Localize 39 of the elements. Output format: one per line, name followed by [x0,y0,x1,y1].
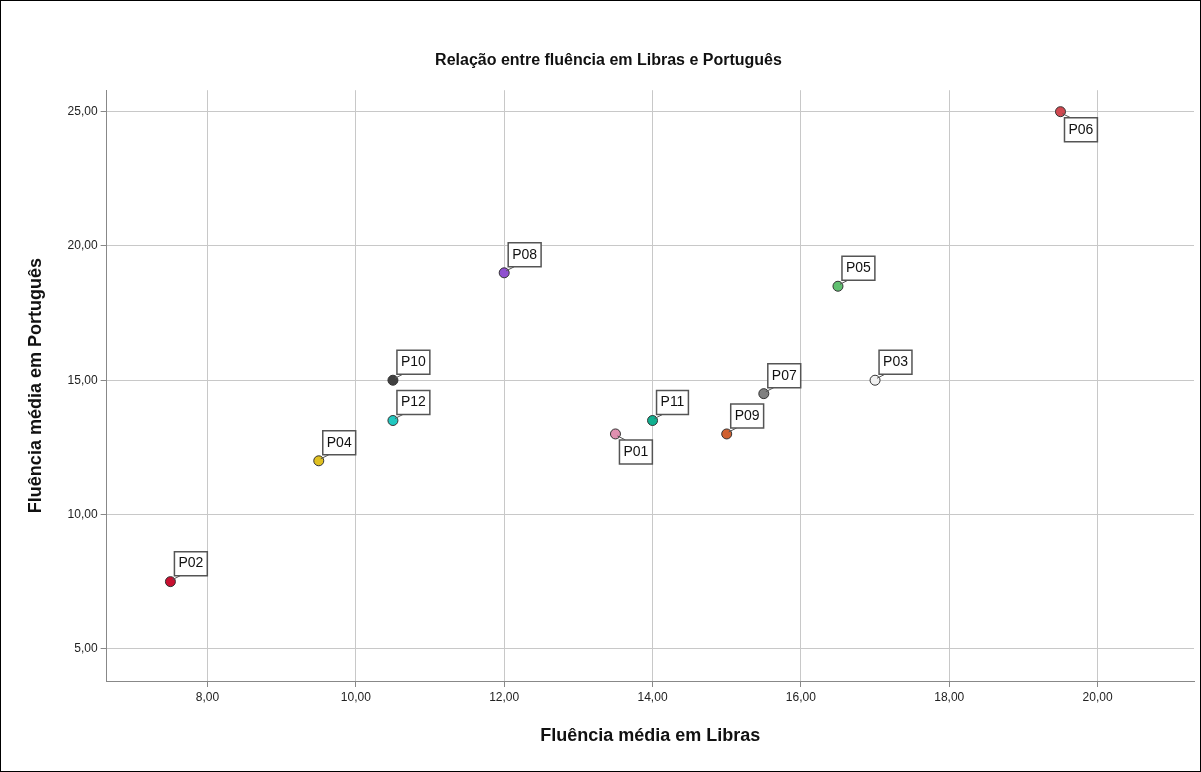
x-tick-label: 8,00 [195,689,220,704]
series-label: P11 [660,393,685,410]
point [313,455,325,467]
series-label: P02 [178,554,204,571]
point [758,388,770,400]
point [869,374,881,386]
y-tick-label: 20,00 [67,238,98,253]
series-label: P07 [771,366,797,383]
point [647,415,659,427]
x-tick-label: 16,00 [785,689,817,704]
y-tick-label: 15,00 [67,372,98,387]
point [832,280,844,292]
series-label: P01 [623,442,649,459]
series-label: P05 [845,259,872,276]
x-axis-title: Fluência média em Libras [540,725,761,746]
x-tick-label: 20,00 [1082,689,1113,704]
point [1054,106,1066,118]
x-tick-label: 10,00 [340,689,372,704]
series-label: P03 [883,353,909,370]
point [498,267,510,279]
series-label: P06 [1068,120,1094,137]
point [164,576,176,588]
point [387,415,399,427]
series-label: P04 [326,433,352,450]
series-label: P12 [400,393,427,410]
x-tick-label: 12,00 [489,689,520,704]
chart-title: Relação entre fluência em Libras e Português [435,51,782,69]
y-tick-label: 5,00 [74,641,98,656]
y-tick-label: 10,00 [67,506,98,521]
y-axis-title: Fluência média em Português [24,258,45,514]
point [387,374,399,386]
x-tick-label: 14,00 [637,689,668,704]
series-label: P10 [400,353,427,370]
point [609,428,621,440]
series-label: P08 [512,245,538,262]
series-label: P09 [734,406,760,423]
y-tick-label: 25,00 [67,104,98,118]
x-tick-label: 18,00 [934,689,965,704]
point [721,428,733,440]
